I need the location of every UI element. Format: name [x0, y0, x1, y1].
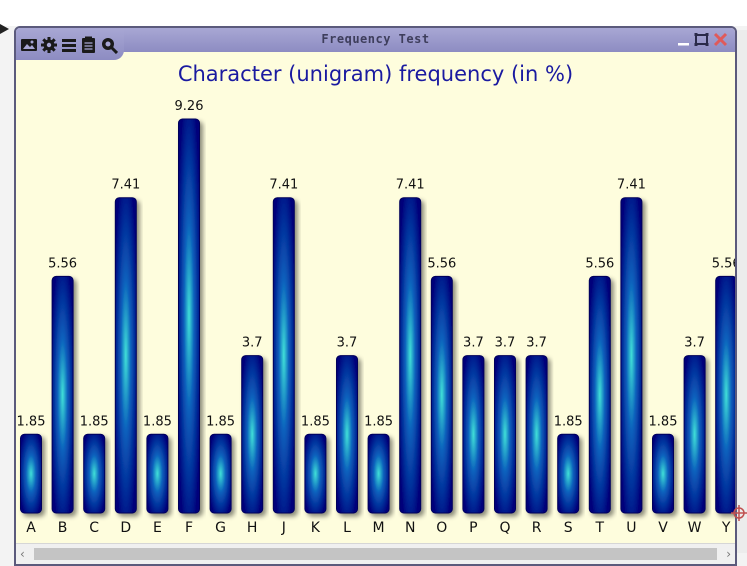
value-label-Y: 5.56: [712, 256, 735, 271]
category-label-G: G: [215, 520, 226, 536]
chart-title: Character (unigram) frequency (in %): [177, 62, 574, 86]
category-label-K: K: [311, 520, 321, 536]
bar-F: [178, 118, 200, 514]
value-label-M: 1.85: [364, 414, 393, 429]
category-label-B: B: [58, 520, 68, 536]
value-label-K: 1.85: [301, 414, 330, 429]
close-icon[interactable]: [713, 32, 728, 47]
bar-U: [620, 197, 643, 514]
scroll-left-button[interactable]: ‹: [20, 547, 25, 561]
bar-C: [83, 433, 106, 514]
value-label-F: 9.26: [175, 99, 204, 114]
bar-L: [336, 355, 358, 514]
category-label-Y: Y: [721, 520, 731, 536]
value-label-D: 7.41: [111, 178, 140, 193]
bar-S: [557, 433, 580, 514]
bar-Q: [494, 355, 516, 514]
value-label-B: 5.56: [48, 256, 77, 271]
value-label-E: 1.85: [143, 414, 172, 429]
search-icon[interactable]: [100, 36, 118, 54]
bar-K: [304, 433, 327, 514]
bar-N: [399, 197, 422, 514]
value-label-C: 1.85: [80, 414, 109, 429]
horizontal-scrollbar[interactable]: ‹ ›: [16, 543, 735, 564]
clipboard-icon[interactable]: [80, 36, 98, 54]
value-label-U: 7.41: [617, 178, 646, 193]
crosshair-icon: [731, 505, 747, 521]
value-label-N: 7.41: [396, 178, 425, 193]
minimize-icon[interactable]: [676, 32, 691, 47]
bar-chart: 1.85 A 5.56 B 1.85 C 7.41 D 1.85 E 9.26 F 1.85 G 3.7 H 7…: [17, 99, 735, 536]
category-label-F: F: [185, 520, 193, 536]
menu-icon[interactable]: [60, 36, 78, 54]
value-label-V: 1.85: [649, 414, 678, 429]
category-label-Q: Q: [499, 520, 510, 536]
window-title: Frequency Test: [321, 32, 430, 46]
bar-R: [525, 355, 548, 514]
bar-T: [588, 275, 611, 514]
value-label-W: 3.7: [684, 336, 705, 351]
value-label-P: 3.7: [463, 336, 484, 351]
value-label-H: 3.7: [242, 336, 263, 351]
desktop-edge: [737, 30, 747, 553]
scroll-right-button[interactable]: ›: [726, 547, 731, 561]
category-label-S: S: [564, 520, 573, 536]
value-label-Q: 3.7: [495, 336, 516, 351]
value-label-O: 5.56: [427, 256, 456, 271]
title-bar[interactable]: Frequency Test: [16, 28, 735, 52]
value-label-S: 1.85: [554, 414, 583, 429]
category-label-R: R: [532, 520, 542, 536]
bar-J: [272, 197, 295, 514]
category-label-U: U: [626, 520, 636, 536]
bar-V: [652, 433, 674, 514]
category-label-A: A: [26, 520, 36, 536]
frequency-test-window: Frequency Test: [14, 26, 737, 566]
value-label-T: 5.56: [585, 256, 614, 271]
category-label-L: L: [343, 520, 351, 536]
value-label-R: 3.7: [526, 336, 547, 351]
gear-icon[interactable]: [40, 36, 58, 54]
bar-O: [430, 275, 453, 514]
bar-M: [367, 433, 390, 514]
bar-G: [209, 433, 232, 514]
category-label-J: J: [281, 520, 286, 536]
value-label-A: 1.85: [17, 414, 46, 429]
bar-D: [114, 197, 137, 514]
value-label-G: 1.85: [206, 414, 235, 429]
desktop-background: [0, 0, 747, 26]
category-label-T: T: [595, 520, 605, 536]
scrollbar-thumb[interactable]: [34, 548, 717, 560]
value-label-L: 3.7: [337, 336, 358, 351]
category-label-O: O: [436, 520, 447, 536]
category-label-C: C: [89, 520, 99, 536]
pointer-arrow-icon: [0, 24, 9, 34]
bar-B: [51, 275, 74, 514]
category-label-W: W: [688, 520, 702, 536]
maximize-icon[interactable]: [694, 32, 709, 47]
bar-Y: [715, 275, 735, 514]
bar-E: [146, 433, 169, 514]
bar-W: [683, 355, 706, 514]
image-icon[interactable]: [20, 36, 38, 54]
bar-H: [241, 355, 264, 514]
category-label-M: M: [373, 520, 385, 536]
toolbar: [16, 28, 124, 60]
category-label-N: N: [405, 520, 415, 536]
category-label-E: E: [153, 520, 162, 536]
category-label-D: D: [120, 520, 131, 536]
category-label-H: H: [247, 520, 258, 536]
value-label-J: 7.41: [269, 178, 298, 193]
bar-A: [20, 433, 42, 514]
bar-P: [462, 355, 485, 514]
category-label-P: P: [469, 520, 477, 536]
category-label-V: V: [658, 520, 668, 536]
